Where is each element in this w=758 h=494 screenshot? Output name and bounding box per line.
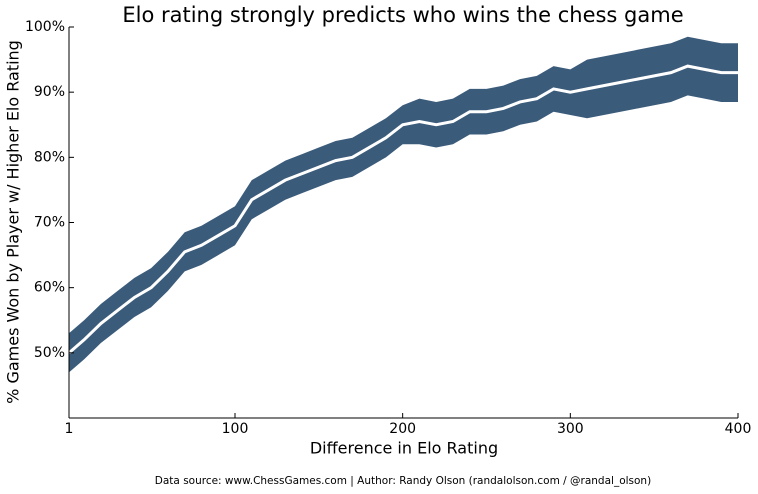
source-note: Data source: www.ChessGames.com | Author… — [155, 475, 651, 487]
x-axis-label: Difference in Elo Rating — [310, 439, 498, 458]
x-tick-label: 400 — [725, 421, 752, 437]
x-tick-label: 1 — [65, 421, 74, 437]
y-tick-label: 80% — [34, 149, 65, 165]
chart-title: Elo rating strongly predicts who wins th… — [122, 3, 683, 27]
x-tick-label: 100 — [222, 421, 249, 437]
y-tick-label: 60% — [34, 280, 65, 296]
y-tick-label: 100% — [25, 19, 65, 35]
x-tick-label: 200 — [389, 421, 416, 437]
y-tick-label: 90% — [34, 84, 65, 100]
confidence-band — [69, 36, 738, 373]
y-tick-label: 50% — [34, 345, 65, 361]
y-tick-label: 70% — [34, 215, 65, 231]
line — [68, 64, 738, 354]
y-axis-label: % Games Won by Player w/ Higher Elo Rati… — [4, 40, 23, 404]
x-tick-label: 300 — [557, 421, 584, 437]
